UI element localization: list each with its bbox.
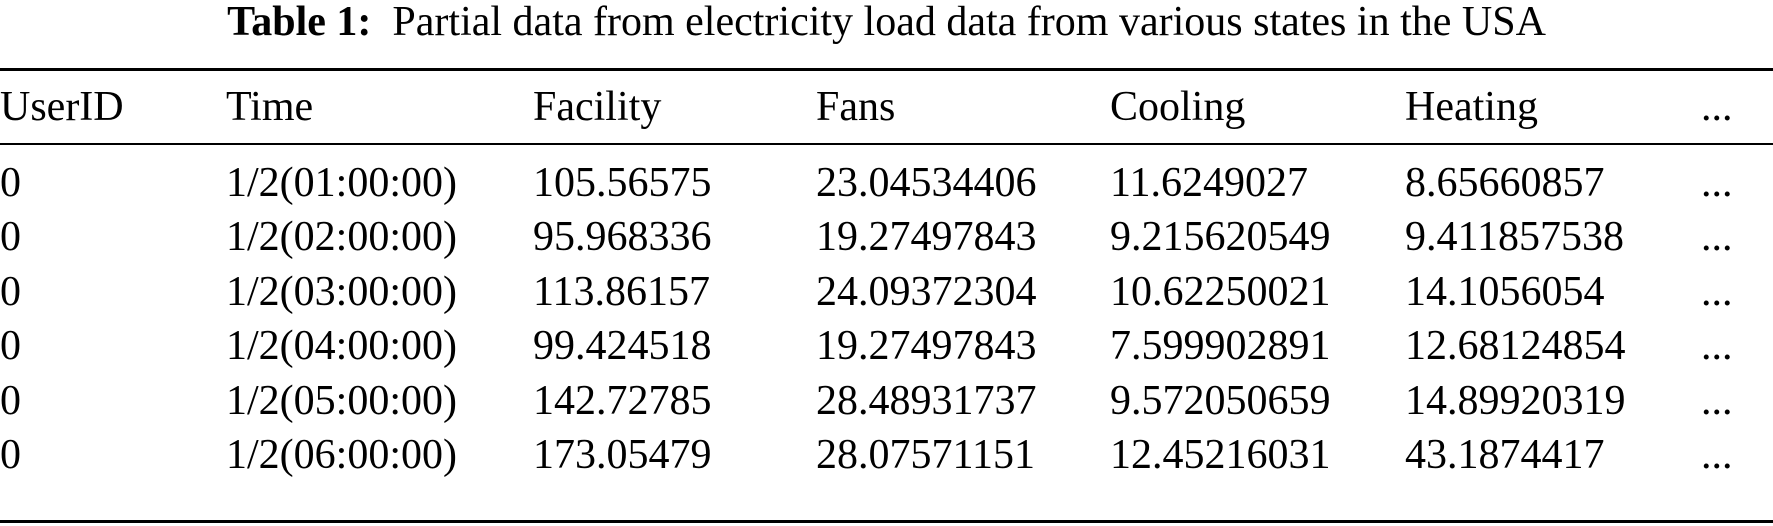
header-facility: Facility — [533, 84, 662, 130]
cell-cooling: 9.572050659 — [1110, 378, 1331, 424]
table-row: 0 1/2(02:00:00) 95.968336 19.27497843 9.… — [0, 207, 1773, 267]
cell-facility: 95.968336 — [533, 214, 712, 260]
cell-ellipsis: ... — [1701, 378, 1733, 424]
cell-fans: 28.48931737 — [816, 378, 1037, 424]
cell-time: 1/2(02:00:00) — [226, 214, 457, 260]
cell-userid: 0 — [0, 214, 21, 260]
cell-userid: 0 — [0, 160, 21, 206]
cell-cooling: 11.6249027 — [1110, 160, 1308, 206]
cell-ellipsis: ... — [1701, 323, 1733, 369]
header-fans: Fans — [816, 84, 896, 130]
top-rule — [0, 68, 1773, 71]
header-time: Time — [226, 84, 314, 130]
cell-cooling: 7.599902891 — [1110, 323, 1331, 369]
cell-fans: 23.04534406 — [816, 160, 1037, 206]
cell-facility: 113.86157 — [533, 269, 710, 315]
cell-facility: 173.05479 — [533, 432, 712, 478]
cell-heating: 43.1874417 — [1405, 432, 1605, 478]
table-row: 0 1/2(04:00:00) 99.424518 19.27497843 7.… — [0, 316, 1773, 376]
cell-time: 1/2(04:00:00) — [226, 323, 457, 369]
cell-cooling: 10.62250021 — [1110, 269, 1331, 315]
cell-time: 1/2(06:00:00) — [226, 432, 457, 478]
cell-fans: 19.27497843 — [816, 214, 1037, 260]
header-ellipsis: ... — [1701, 84, 1733, 130]
cell-ellipsis: ... — [1701, 214, 1733, 260]
table-row: 0 1/2(05:00:00) 142.72785 28.48931737 9.… — [0, 371, 1773, 431]
table-row: 0 1/2(06:00:00) 173.05479 28.07571151 12… — [0, 425, 1773, 485]
caption-label: Table 1: — [227, 0, 372, 45]
cell-userid: 0 — [0, 323, 21, 369]
cell-fans: 19.27497843 — [816, 323, 1037, 369]
table-row: 0 1/2(01:00:00) 105.56575 23.04534406 11… — [0, 153, 1773, 213]
cell-heating: 14.89920319 — [1405, 378, 1626, 424]
cell-fans: 24.09372304 — [816, 269, 1037, 315]
cell-time: 1/2(01:00:00) — [226, 160, 457, 206]
table-caption: Table 1: Partial data from electricity l… — [0, 0, 1773, 44]
cell-time: 1/2(03:00:00) — [226, 269, 457, 315]
cell-ellipsis: ... — [1701, 269, 1733, 315]
header-heating: Heating — [1405, 84, 1538, 130]
cell-ellipsis: ... — [1701, 432, 1733, 478]
cell-userid: 0 — [0, 432, 21, 478]
cell-facility: 99.424518 — [533, 323, 712, 369]
header-userid: UserID — [0, 84, 124, 130]
caption-text: Partial data from electricity load data … — [392, 0, 1546, 45]
cell-cooling: 9.215620549 — [1110, 214, 1331, 260]
table-row: 0 1/2(03:00:00) 113.86157 24.09372304 10… — [0, 262, 1773, 322]
cell-ellipsis: ... — [1701, 160, 1733, 206]
cell-fans: 28.07571151 — [816, 432, 1035, 478]
cell-time: 1/2(05:00:00) — [226, 378, 457, 424]
cell-cooling: 12.45216031 — [1110, 432, 1331, 478]
bottom-rule — [0, 520, 1773, 523]
cell-heating: 12.68124854 — [1405, 323, 1626, 369]
cell-heating: 8.65660857 — [1405, 160, 1605, 206]
header-rule — [0, 143, 1773, 145]
header-cooling: Cooling — [1110, 84, 1246, 130]
cell-heating: 9.411857538 — [1405, 214, 1624, 260]
cell-facility: 105.56575 — [533, 160, 712, 206]
cell-userid: 0 — [0, 269, 21, 315]
cell-userid: 0 — [0, 378, 21, 424]
header-row: UserID Time Facility Fans Cooling Heatin… — [0, 77, 1773, 137]
cell-facility: 142.72785 — [533, 378, 712, 424]
cell-heating: 14.1056054 — [1405, 269, 1605, 315]
